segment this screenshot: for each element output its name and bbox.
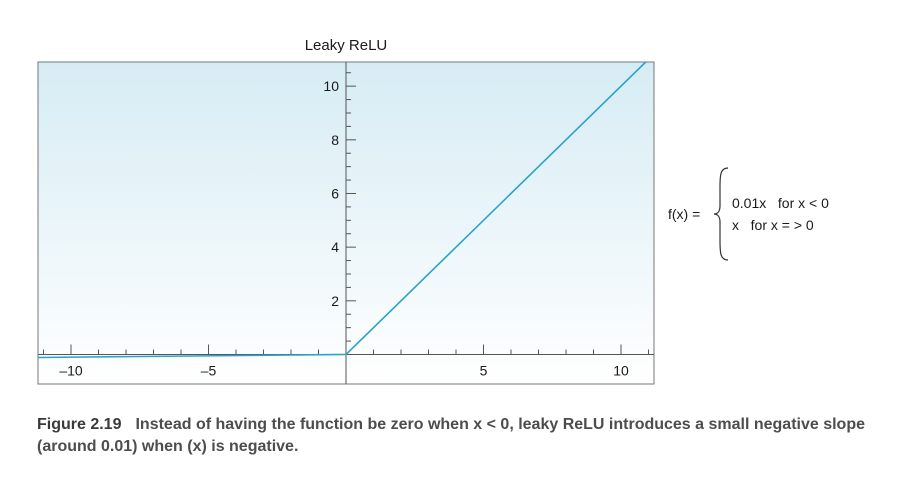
x-tick-label: –5 xyxy=(201,362,217,378)
formula-case-positive: x for x = > 0 xyxy=(732,217,814,233)
y-tick-label: 10 xyxy=(323,78,339,94)
y-tick-label: 4 xyxy=(331,239,339,255)
figure-caption: Figure 2.19 Instead of having the functio… xyxy=(37,414,877,458)
figure-number: Figure 2.19 xyxy=(37,416,122,433)
x-tick-label: –10 xyxy=(59,362,83,378)
formula-case-negative: 0.01x for x < 0 xyxy=(732,195,829,211)
series xyxy=(37,61,647,359)
y-tick-label: 8 xyxy=(331,132,339,148)
formula-lhs: f(x) = xyxy=(668,206,701,222)
ticks xyxy=(43,72,649,355)
formula: f(x) = 0.01x for x < 0 x for x = > 0 xyxy=(668,167,868,261)
x-tick-label: 5 xyxy=(480,362,488,378)
y-tick-label: 2 xyxy=(331,293,339,309)
brace-icon xyxy=(713,167,729,261)
leaky-relu-line xyxy=(37,61,647,359)
tick-labels: –10 –5 5 10 2 4 6 8 10 xyxy=(59,78,629,378)
x-tick-label: 10 xyxy=(613,362,629,378)
y-tick-label: 6 xyxy=(331,185,339,201)
leaky-relu-chart: Leaky ReLU –10 –5 5 10 2 4 6 8 10 xyxy=(37,37,655,385)
chart-title: Leaky ReLU xyxy=(305,37,388,54)
caption-text: Instead of having the function be zero w… xyxy=(37,416,865,455)
